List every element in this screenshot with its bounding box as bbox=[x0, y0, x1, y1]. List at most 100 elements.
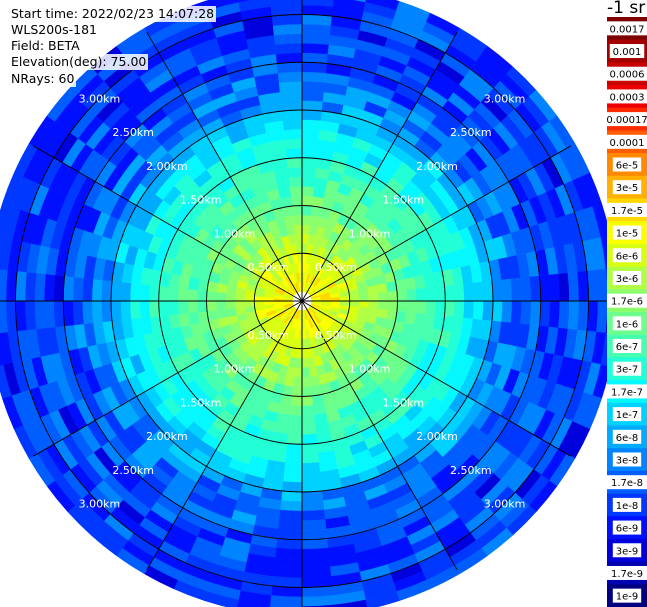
beta-cell bbox=[301, 433, 318, 445]
colorbar-label-bg bbox=[612, 225, 642, 240]
beta-cell bbox=[110, 300, 122, 322]
beta-cell bbox=[101, 300, 113, 323]
beta-cell bbox=[529, 275, 541, 302]
ring-labels: 0.50km 0.50km 0.50km 0.50km 1.00km 1.00km 1.00… bbox=[79, 92, 526, 510]
beta-cell bbox=[406, 300, 417, 314]
colorbar-label: 1.7e-5 bbox=[611, 206, 643, 217]
beta-cell bbox=[34, 272, 46, 302]
ring-label: 2.50km bbox=[112, 464, 154, 477]
beta-cell bbox=[225, 300, 236, 310]
beta-cell bbox=[577, 270, 589, 302]
ring-label: 0.50km bbox=[315, 261, 357, 274]
beta-cell bbox=[287, 167, 303, 178]
beta-cell bbox=[187, 288, 198, 302]
ray-spoke bbox=[32, 145, 303, 302]
beta-cell bbox=[491, 279, 503, 302]
colorbar-label-bg bbox=[612, 429, 642, 444]
beta-cell bbox=[353, 0, 367, 3]
beta-cell bbox=[286, 433, 303, 445]
beta-cell bbox=[387, 290, 398, 302]
colorbar-unit: -1 sr bbox=[607, 0, 646, 18]
ray-spoke bbox=[32, 300, 303, 457]
beta-cell bbox=[215, 291, 227, 302]
beta-cell bbox=[301, 386, 313, 397]
beta-cell bbox=[301, 528, 328, 540]
beta-cell bbox=[301, 186, 315, 197]
ring-label: 1.50km bbox=[180, 396, 222, 409]
beta-cell bbox=[358, 300, 370, 309]
beta-cell bbox=[548, 300, 561, 329]
colorbar-label: 1e-7 bbox=[616, 410, 639, 421]
beta-cell bbox=[43, 273, 56, 302]
beta-cell bbox=[425, 286, 436, 302]
beta-cell bbox=[282, 119, 303, 131]
beta-cell bbox=[294, 233, 303, 245]
beta-cell bbox=[282, 471, 303, 483]
beta-cell bbox=[274, 547, 303, 560]
ring-label: 2.50km bbox=[450, 126, 492, 139]
beta-cell bbox=[387, 300, 398, 312]
beta-cell bbox=[301, 414, 316, 426]
beta-cell bbox=[82, 277, 94, 302]
beta-cell bbox=[284, 138, 303, 150]
beta-cell bbox=[415, 287, 427, 302]
beta-cell bbox=[0, 346, 4, 366]
colorbar-label-bg bbox=[607, 202, 647, 217]
beta-cell bbox=[284, 452, 303, 464]
beta-cell bbox=[63, 300, 75, 327]
beta-cell bbox=[129, 300, 141, 320]
beta-cell bbox=[236, 599, 271, 607]
beta-cell bbox=[0, 300, 8, 333]
ring-label: 0.50km bbox=[247, 261, 289, 274]
ring-label: 3.00km bbox=[79, 498, 121, 511]
beta-cell bbox=[558, 300, 570, 330]
beta-cell bbox=[301, 424, 317, 435]
beta-cell bbox=[463, 282, 475, 302]
beta-cell bbox=[286, 157, 303, 169]
beta-cell bbox=[301, 176, 316, 188]
beta-cell bbox=[148, 284, 160, 302]
beta-cells bbox=[0, 0, 618, 607]
ray-spoke bbox=[146, 31, 303, 302]
beta-cell bbox=[288, 176, 303, 188]
beta-cell bbox=[472, 300, 484, 321]
colorbar-label: 3e-7 bbox=[616, 365, 639, 376]
colorbar-label: 1e-5 bbox=[616, 229, 639, 240]
colorbar-label: 1.7e-8 bbox=[611, 478, 643, 489]
beta-cell bbox=[272, 23, 303, 36]
beta-cell bbox=[425, 300, 436, 316]
colorbar-label-bg bbox=[609, 44, 645, 59]
beta-cell bbox=[43, 300, 56, 329]
ring-label: 2.00km bbox=[416, 430, 458, 443]
beta-cell bbox=[301, 576, 333, 588]
beta-cell bbox=[377, 300, 389, 311]
colorbar-label-bg bbox=[607, 475, 647, 490]
colorbar-label: 6e-8 bbox=[616, 433, 639, 444]
beta-cell bbox=[234, 300, 246, 309]
beta-cell bbox=[177, 287, 189, 302]
beta-cell bbox=[301, 500, 325, 512]
colorbar-label: 0.0003 bbox=[610, 92, 645, 103]
instrument-label: WLS200s-181 bbox=[9, 22, 99, 38]
beta-cell bbox=[271, 14, 303, 26]
ring-label: 1.00km bbox=[349, 363, 391, 376]
beta-cell bbox=[283, 128, 303, 140]
colorbar-label-bg bbox=[607, 112, 647, 127]
beta-cell bbox=[577, 300, 589, 332]
colorbar-label: 6e-7 bbox=[616, 342, 639, 353]
ring-label: 1.00km bbox=[214, 363, 256, 376]
colorbar-label-bg bbox=[612, 270, 642, 285]
beta-cell bbox=[24, 300, 37, 331]
beta-cell bbox=[301, 557, 331, 569]
beta-cell bbox=[301, 395, 314, 407]
beta-cell bbox=[72, 276, 84, 302]
colorbar-label-bg bbox=[607, 293, 647, 308]
beta-cell bbox=[301, 138, 320, 150]
beta-cell bbox=[271, 576, 303, 588]
beta-cell bbox=[285, 443, 303, 455]
ray-spoke bbox=[301, 300, 458, 571]
beta-cell bbox=[276, 62, 303, 74]
beta-cell bbox=[288, 414, 303, 426]
beta-cell bbox=[301, 367, 311, 378]
